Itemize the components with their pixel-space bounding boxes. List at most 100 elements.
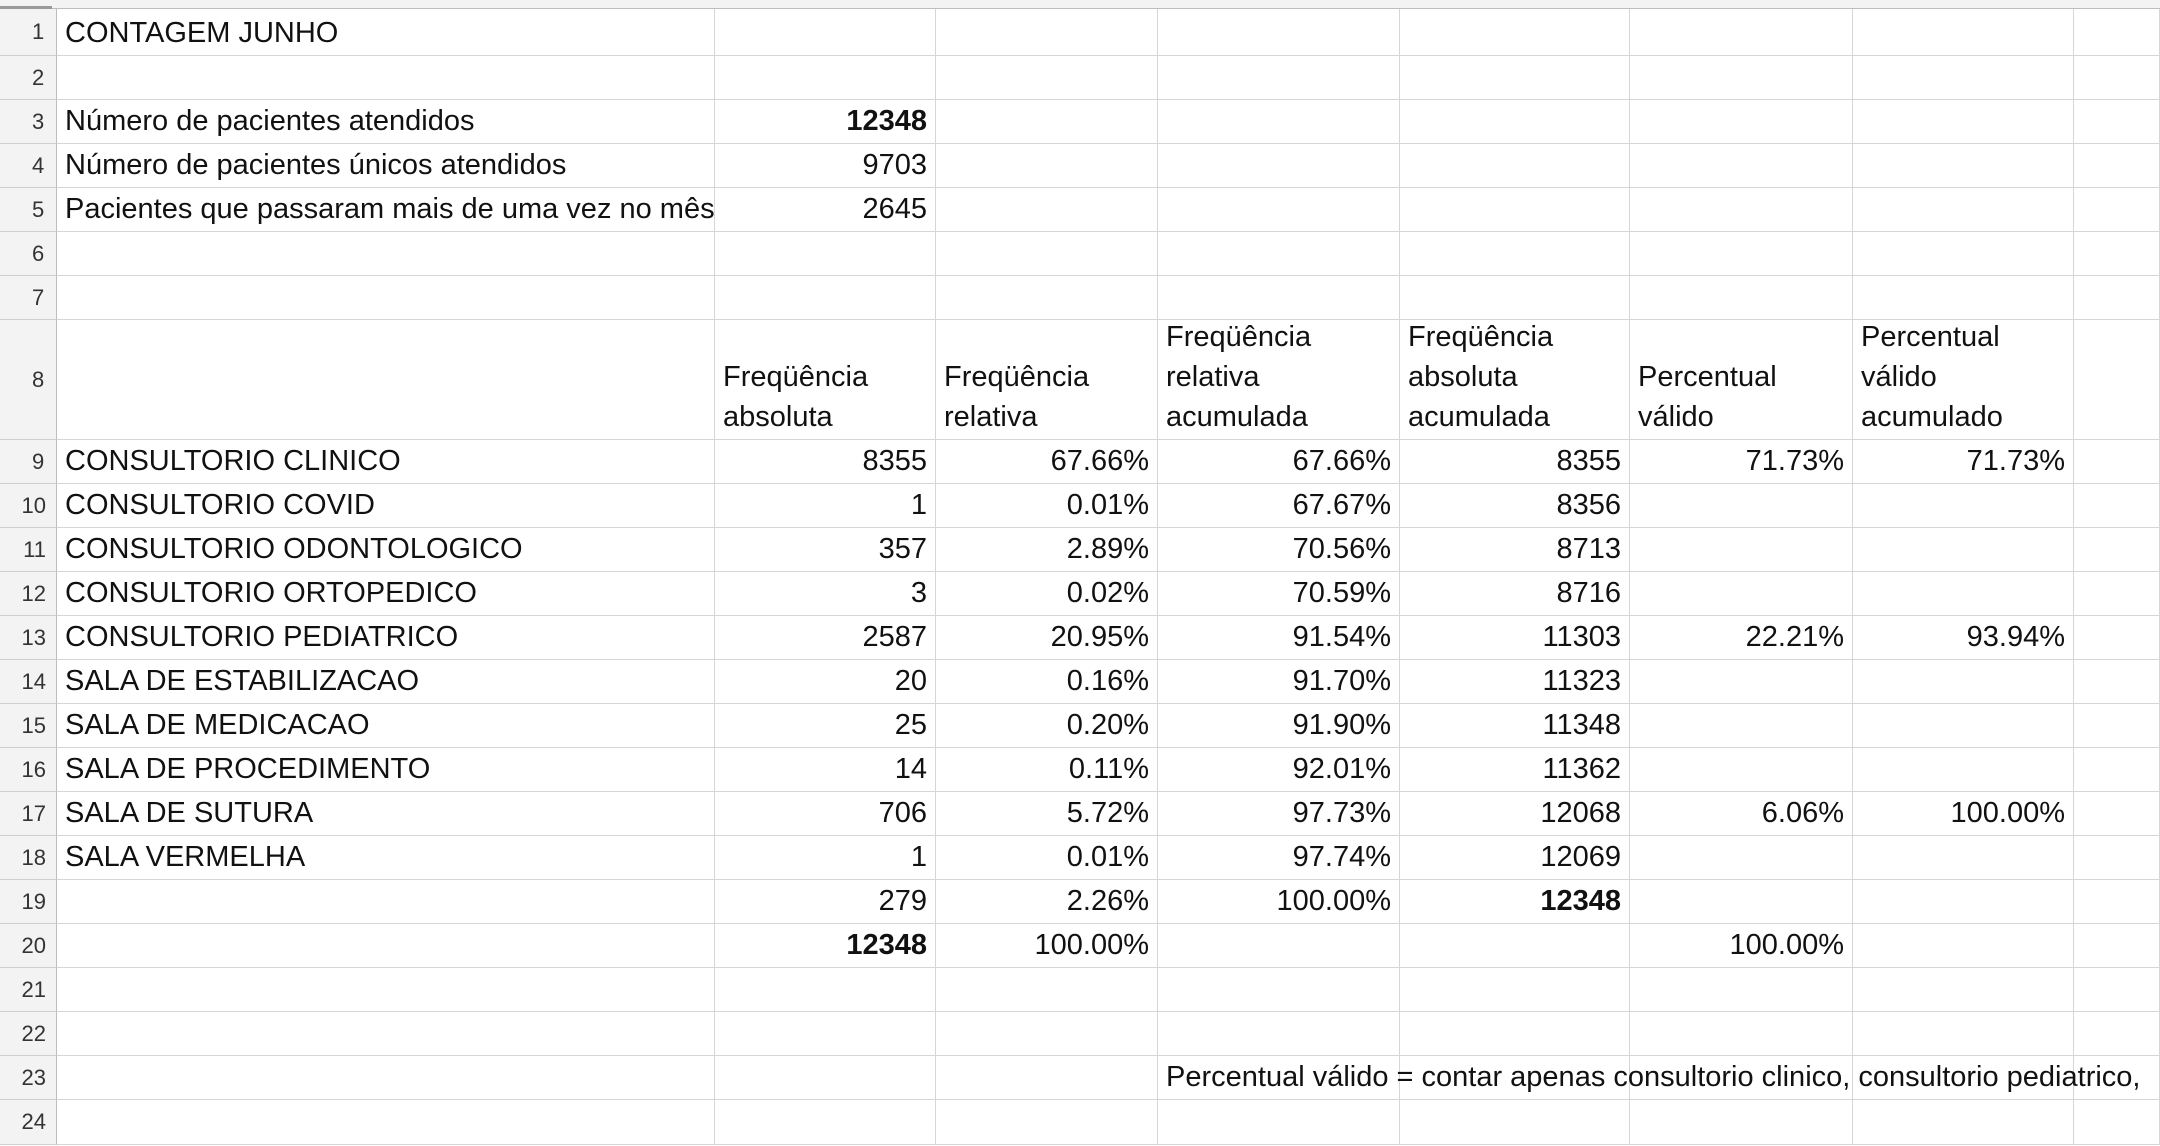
cell-E21[interactable]: [1400, 968, 1630, 1012]
cell-C24[interactable]: [936, 1100, 1158, 1145]
cell-D8[interactable]: Freqüência relativa acumulada: [1158, 320, 1400, 440]
cell-D13[interactable]: 91.54%: [1158, 616, 1400, 660]
cell-G19[interactable]: [1853, 880, 2074, 924]
cell-B21[interactable]: [715, 968, 936, 1012]
cell-F8[interactable]: Percentual válido: [1630, 320, 1853, 440]
cell-B6[interactable]: [715, 232, 936, 276]
cell-F24[interactable]: [1630, 1100, 1853, 1145]
cell-C13[interactable]: 20.95%: [936, 616, 1158, 660]
cell-A21[interactable]: [57, 968, 715, 1012]
cell-E5[interactable]: [1400, 188, 1630, 232]
cell-H7[interactable]: [2074, 276, 2160, 320]
cell-C23[interactable]: [936, 1056, 1158, 1100]
cell-E11[interactable]: 8713: [1400, 528, 1630, 572]
cell-A3[interactable]: Número de pacientes atendidos: [57, 100, 715, 144]
cell-G17[interactable]: 100.00%: [1853, 792, 2074, 836]
cell-A19[interactable]: [57, 880, 715, 924]
cell-G10[interactable]: [1853, 484, 2074, 528]
cell-A11[interactable]: CONSULTORIO ODONTOLOGICO: [57, 528, 715, 572]
cell-H5[interactable]: [2074, 188, 2160, 232]
cell-E14[interactable]: 11323: [1400, 660, 1630, 704]
cell-A23[interactable]: [57, 1056, 715, 1100]
cell-H2[interactable]: [2074, 56, 2160, 100]
cell-F19[interactable]: [1630, 880, 1853, 924]
cell-C4[interactable]: [936, 144, 1158, 188]
cell-H19[interactable]: [2074, 880, 2160, 924]
cell-B13[interactable]: 2587: [715, 616, 936, 660]
cell-E23[interactable]: [1400, 1056, 1630, 1100]
cell-B4[interactable]: 9703: [715, 144, 936, 188]
cell-H18[interactable]: [2074, 836, 2160, 880]
cell-H8[interactable]: [2074, 320, 2160, 440]
cell-A2[interactable]: [57, 56, 715, 100]
cell-B24[interactable]: [715, 1100, 936, 1145]
cell-C12[interactable]: 0.02%: [936, 572, 1158, 616]
cell-A13[interactable]: CONSULTORIO PEDIATRICO: [57, 616, 715, 660]
cell-D15[interactable]: 91.90%: [1158, 704, 1400, 748]
cell-F7[interactable]: [1630, 276, 1853, 320]
cell-F12[interactable]: [1630, 572, 1853, 616]
row-header[interactable]: 1: [0, 9, 57, 56]
cell-H13[interactable]: [2074, 616, 2160, 660]
row-header[interactable]: 16: [0, 748, 57, 792]
row-header[interactable]: 15: [0, 704, 57, 748]
cell-B17[interactable]: 706: [715, 792, 936, 836]
cell-C20[interactable]: 100.00%: [936, 924, 1158, 968]
cell-C11[interactable]: 2.89%: [936, 528, 1158, 572]
cell-F17[interactable]: 6.06%: [1630, 792, 1853, 836]
cell-E9[interactable]: 8355: [1400, 440, 1630, 484]
cell-E18[interactable]: 12069: [1400, 836, 1630, 880]
cell-B22[interactable]: [715, 1012, 936, 1056]
cell-C9[interactable]: 67.66%: [936, 440, 1158, 484]
cell-G7[interactable]: [1853, 276, 2074, 320]
cell-A22[interactable]: [57, 1012, 715, 1056]
row-header[interactable]: 10: [0, 484, 57, 528]
row-header[interactable]: 21: [0, 968, 57, 1012]
cell-A18[interactable]: SALA VERMELHA: [57, 836, 715, 880]
cell-C6[interactable]: [936, 232, 1158, 276]
cell-G5[interactable]: [1853, 188, 2074, 232]
cell-A17[interactable]: SALA DE SUTURA: [57, 792, 715, 836]
cell-A12[interactable]: CONSULTORIO ORTOPEDICO: [57, 572, 715, 616]
cell-H1[interactable]: [2074, 9, 2160, 56]
cell-B23[interactable]: [715, 1056, 936, 1100]
cell-C22[interactable]: [936, 1012, 1158, 1056]
cell-B20[interactable]: 12348: [715, 924, 936, 968]
cell-F18[interactable]: [1630, 836, 1853, 880]
row-header[interactable]: 6: [0, 232, 57, 276]
cell-F22[interactable]: [1630, 1012, 1853, 1056]
row-header[interactable]: 14: [0, 660, 57, 704]
cell-G8[interactable]: Percentual válido acumulado: [1853, 320, 2074, 440]
row-header[interactable]: 9: [0, 440, 57, 484]
cell-C10[interactable]: 0.01%: [936, 484, 1158, 528]
cell-D6[interactable]: [1158, 232, 1400, 276]
cell-B8[interactable]: Freqüência absoluta: [715, 320, 936, 440]
cell-F15[interactable]: [1630, 704, 1853, 748]
cell-D12[interactable]: 70.59%: [1158, 572, 1400, 616]
cell-D1[interactable]: [1158, 9, 1400, 56]
cell-G11[interactable]: [1853, 528, 2074, 572]
cell-H22[interactable]: [2074, 1012, 2160, 1056]
cell-H16[interactable]: [2074, 748, 2160, 792]
cell-F20[interactable]: 100.00%: [1630, 924, 1853, 968]
cell-D9[interactable]: 67.66%: [1158, 440, 1400, 484]
row-header[interactable]: 18: [0, 836, 57, 880]
cell-D4[interactable]: [1158, 144, 1400, 188]
cell-E2[interactable]: [1400, 56, 1630, 100]
cell-G3[interactable]: [1853, 100, 2074, 144]
cell-H10[interactable]: [2074, 484, 2160, 528]
cell-G21[interactable]: [1853, 968, 2074, 1012]
row-header[interactable]: 11: [0, 528, 57, 572]
cell-E17[interactable]: 12068: [1400, 792, 1630, 836]
cell-H21[interactable]: [2074, 968, 2160, 1012]
cell-G4[interactable]: [1853, 144, 2074, 188]
cell-F5[interactable]: [1630, 188, 1853, 232]
cell-B14[interactable]: 20: [715, 660, 936, 704]
row-header[interactable]: 23: [0, 1056, 57, 1100]
cell-E13[interactable]: 11303: [1400, 616, 1630, 660]
cell-C1[interactable]: [936, 9, 1158, 56]
cell-H14[interactable]: [2074, 660, 2160, 704]
cell-F10[interactable]: [1630, 484, 1853, 528]
cell-D2[interactable]: [1158, 56, 1400, 100]
cell-G16[interactable]: [1853, 748, 2074, 792]
